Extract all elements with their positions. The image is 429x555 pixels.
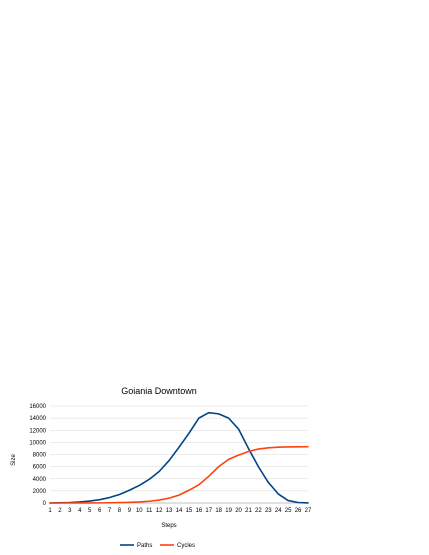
x-tick-label-11: 12 [156, 508, 163, 514]
y-tick-label-1: 2000 [33, 489, 47, 495]
x-tick-label-3: 4 [78, 508, 82, 514]
x-tick-label-12: 13 [166, 508, 173, 514]
x-tick-label-15: 16 [196, 508, 203, 514]
x-tick-label-23: 24 [275, 508, 282, 514]
x-axis-label: Steps [161, 523, 176, 529]
x-tick-label-6: 7 [108, 508, 112, 514]
x-tick-label-4: 5 [88, 508, 92, 514]
series-line-cycles [49, 445, 309, 504]
x-tick-label-25: 26 [295, 508, 302, 514]
x-tick-label-10: 11 [146, 508, 153, 514]
legend-label-paths: Paths [137, 543, 152, 549]
x-tick-label-8: 9 [128, 508, 132, 514]
x-tick-label-7: 8 [118, 508, 122, 514]
x-tick-label-26: 27 [305, 508, 312, 514]
x-tick-label-24: 25 [285, 508, 292, 514]
x-tick-label-18: 19 [225, 508, 232, 514]
series-lines [49, 411, 309, 504]
x-tick-label-2: 3 [68, 508, 72, 514]
y-tick-label-4: 8000 [33, 453, 47, 459]
x-tick-label-9: 10 [136, 508, 143, 514]
x-tick-label-22: 23 [265, 508, 272, 514]
x-tick-label-5: 6 [98, 508, 102, 514]
x-axis-ticks: 1 2 3 4 5 6 7 8 9 10 11 12 13 14 15 16 17 18 19 20 21 22 23 24 2… [48, 508, 312, 514]
y-tick-label-2: 4000 [33, 477, 47, 483]
x-tick-label-17: 18 [215, 508, 222, 514]
y-tick-label-6: 12000 [29, 428, 46, 434]
x-tick-label-13: 14 [176, 508, 183, 514]
y-axis-ticks: 0 2000 4000 6000 8000 10000 12000 14000 16000 [29, 404, 46, 507]
y-tick-label-3: 6000 [33, 465, 47, 471]
x-tick-label-21: 22 [255, 508, 262, 514]
legend-label-cycles: Cycles [177, 543, 195, 549]
y-tick-label-0: 0 [43, 501, 47, 507]
y-tick-label-7: 14000 [29, 416, 46, 422]
gridlines [50, 405, 308, 504]
series-line-paths [49, 411, 309, 504]
x-tick-label-19: 20 [235, 508, 242, 514]
x-tick-label-0: 1 [48, 508, 52, 514]
y-axis-label: Size [11, 454, 17, 466]
chart-title: Goiania Downtown [121, 386, 197, 396]
legend: Paths Cycles [120, 543, 195, 549]
y-tick-label-8: 16000 [29, 404, 46, 410]
x-tick-label-14: 15 [186, 508, 193, 514]
x-tick-label-1: 2 [58, 508, 62, 514]
x-tick-label-20: 21 [245, 508, 252, 514]
y-tick-label-5: 10000 [29, 440, 46, 446]
x-tick-label-16: 17 [205, 508, 212, 514]
